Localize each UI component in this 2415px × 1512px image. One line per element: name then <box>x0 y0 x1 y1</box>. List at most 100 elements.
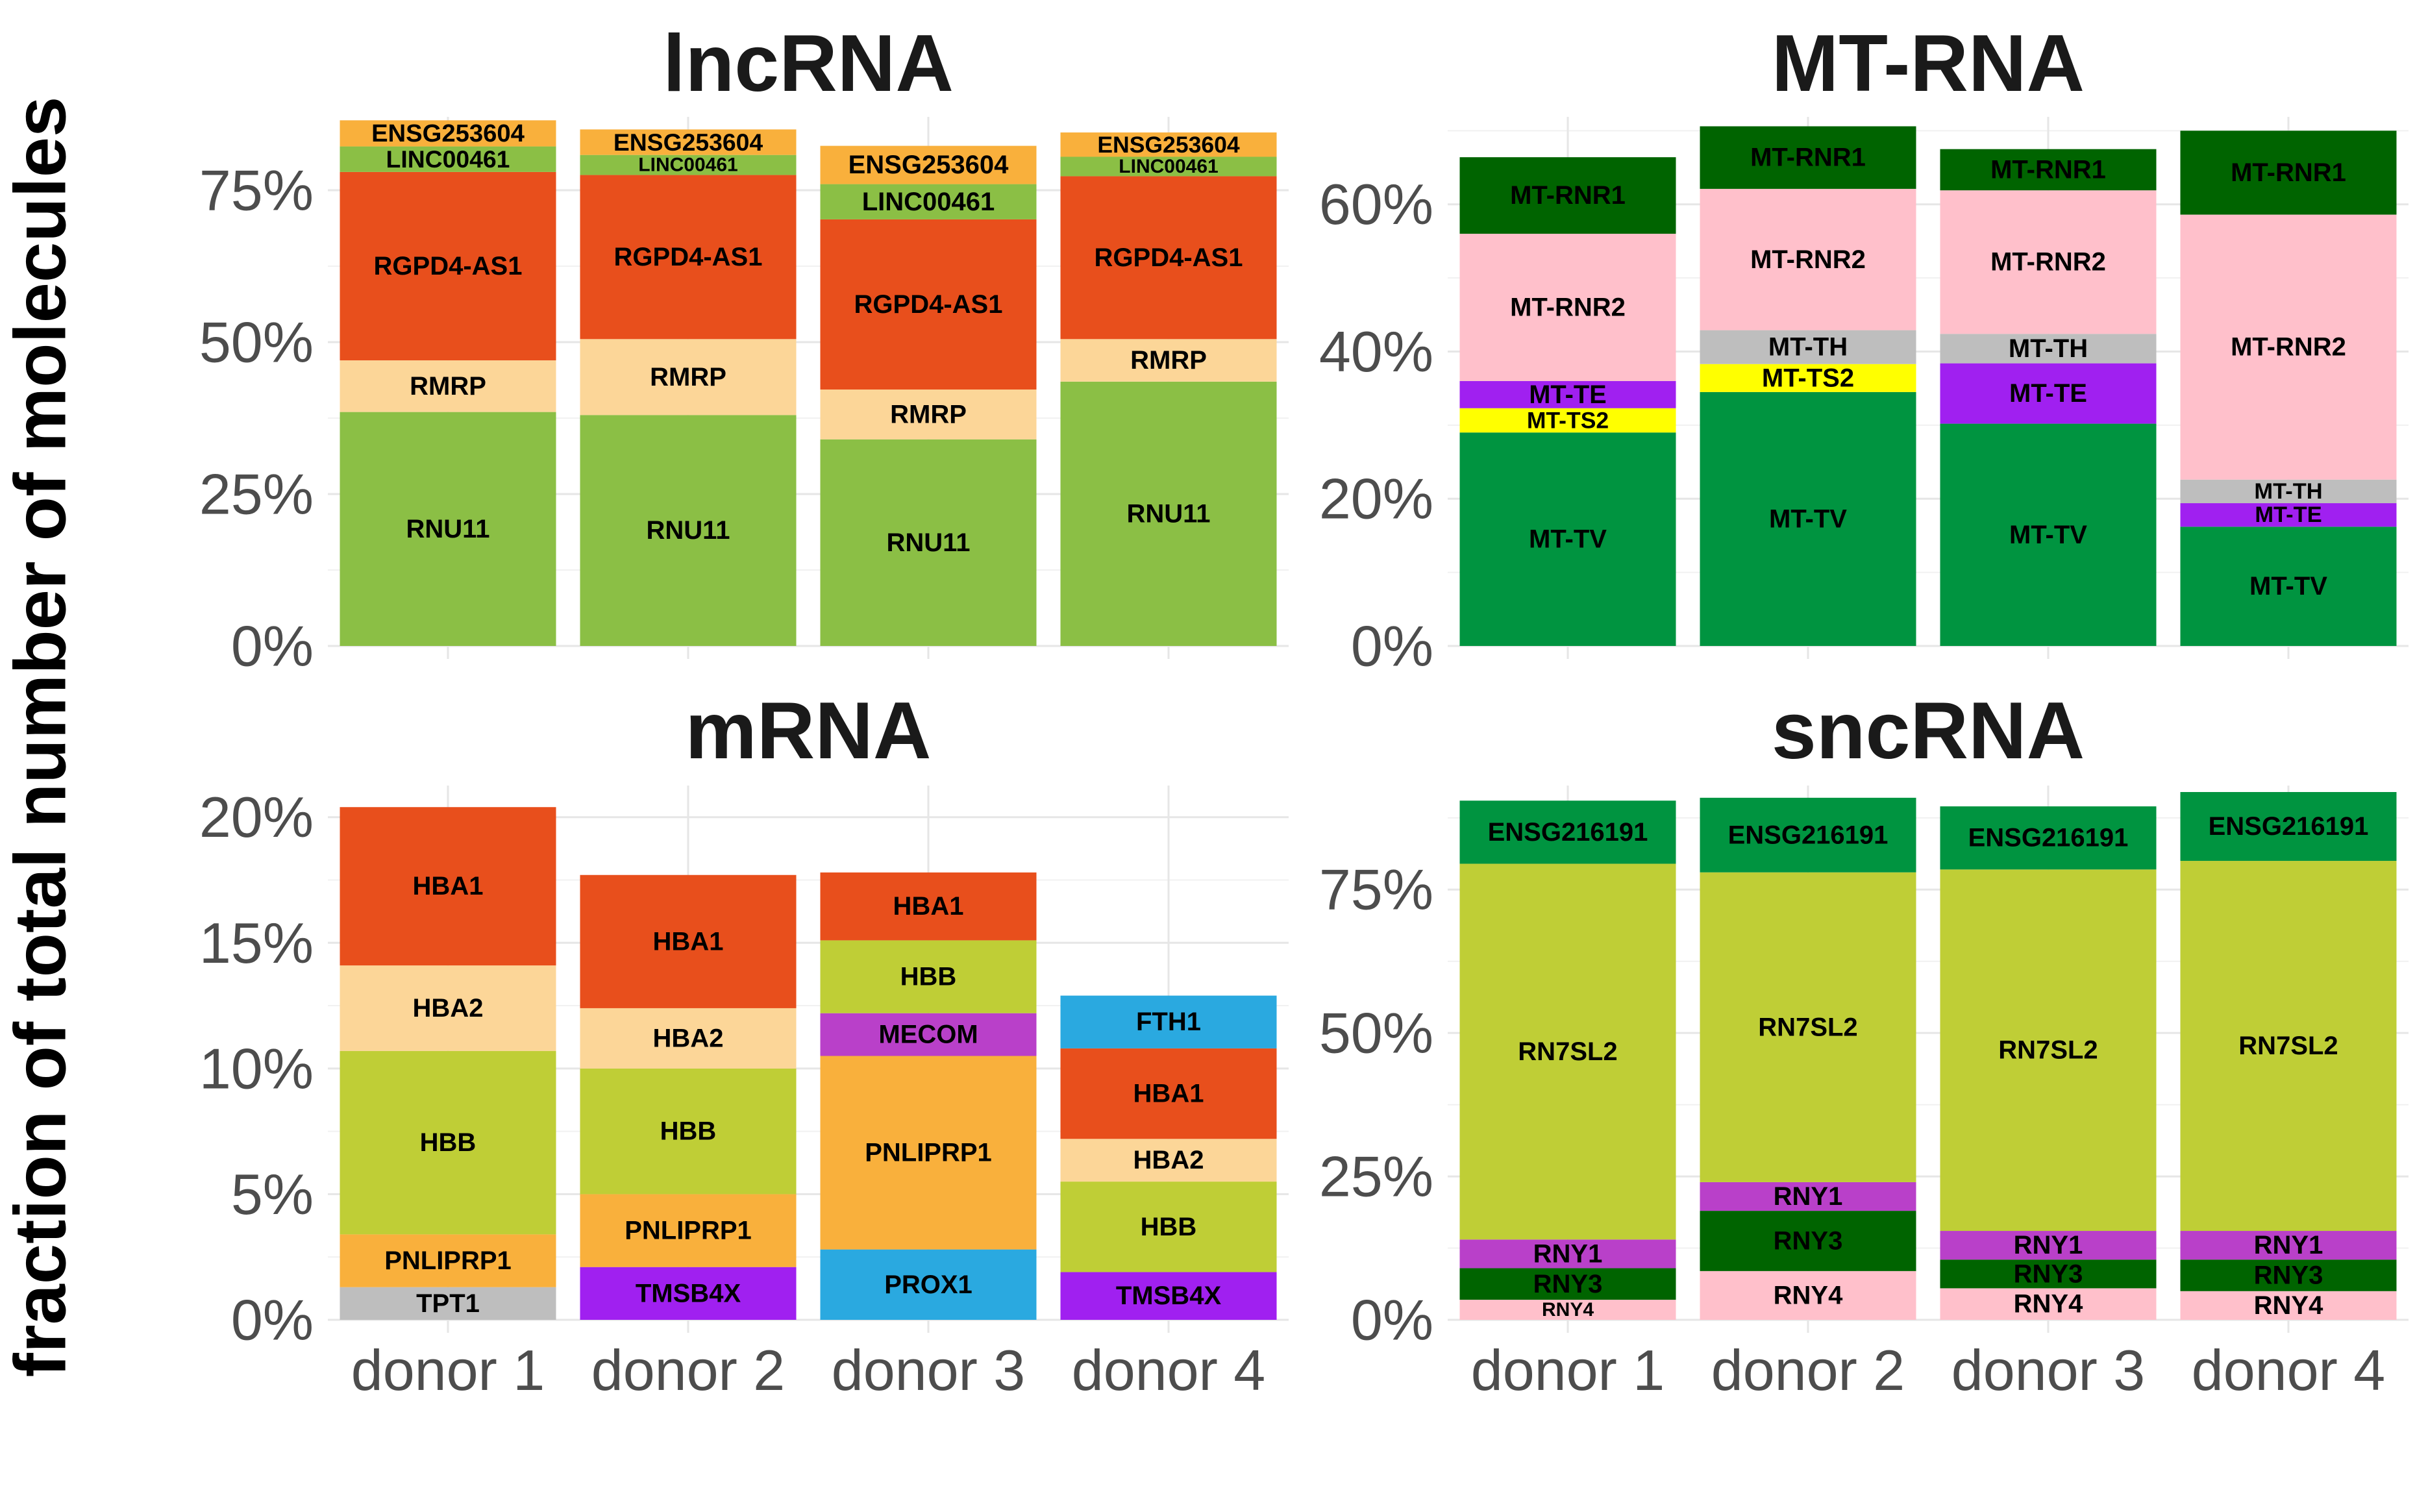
sncrna-segment-label-rny3: RNY3 <box>2254 1261 2323 1290</box>
mrna-segment-label-hba1: HBA1 <box>893 892 964 921</box>
sncrna-bar-segment-rn7sl2 <box>2180 861 2397 1232</box>
lncrna-bar-segment-linc00461 <box>820 184 1037 219</box>
mt-rna-panel-title: MT-RNA <box>1772 19 2085 108</box>
sncrna-y-tick-label: 75% <box>1319 858 1433 922</box>
lncrna-segment-label-rmrp: RMRP <box>890 400 967 428</box>
lncrna-segment-label-rmrp: RMRP <box>650 363 726 391</box>
mt-rna-y-tick-label: 0% <box>1351 614 1433 678</box>
mrna-x-tick-label: donor 2 <box>591 1338 785 1402</box>
mrna-bar-segment-hbb <box>1060 1182 1277 1272</box>
mt-rna-bar-segment-mt-ts2 <box>1700 364 1916 392</box>
mrna-bar-segment-tmsb4x <box>580 1267 797 1320</box>
mrna-x-tick-label: donor 3 <box>832 1338 1025 1402</box>
sncrna-segment-label-rny1: RNY1 <box>2254 1231 2323 1259</box>
sncrna-segment-label-rny1: RNY1 <box>2014 1231 2083 1259</box>
lncrna-bar-segment-linc00461 <box>340 146 556 172</box>
lncrna-y-tick-label: 75% <box>199 158 314 222</box>
lncrna-bar-segment-rnu11 <box>820 439 1037 646</box>
mrna-segment-label-hbb: HBB <box>900 963 957 991</box>
sncrna-segment-label-rny4: RNY4 <box>2014 1290 2083 1319</box>
lncrna-segment-label-rmrp: RMRP <box>410 372 486 401</box>
sncrna-bar-segment-ensg216191 <box>2180 792 2397 861</box>
mt-rna-segment-label-mt-th: MT-TH <box>1768 333 1848 362</box>
mrna-segment-label-hbb: HBB <box>420 1128 477 1157</box>
mrna-y-tick-label: 0% <box>231 1288 314 1352</box>
lncrna-segment-label-rmrp: RMRP <box>1130 346 1207 375</box>
mrna-bar-segment-hbb <box>580 1068 797 1195</box>
lncrna-bar-segment-rmrp <box>340 360 556 412</box>
lncrna-segment-label-linc00461: LINC00461 <box>638 155 737 176</box>
mt-rna-bar-segment-mt-tv <box>1459 432 1676 646</box>
mt-rna-segment-label-mt-te: MT-TE <box>1529 380 1607 409</box>
mt-rna-bar-segment-mt-ts2 <box>1459 408 1676 433</box>
mrna-bar-segment-hba1 <box>820 872 1037 941</box>
mt-rna-segment-label-mt-rnr1: MT-RNR1 <box>1990 155 2106 184</box>
lncrna-bar-segment-rgpd4-as1 <box>820 219 1037 390</box>
mt-rna-bar-segment-mt-tv <box>1940 423 2157 646</box>
mt-rna-segment-label-mt-rnr2: MT-RNR2 <box>1750 245 1866 274</box>
mt-rna-y-tick-label: 60% <box>1319 172 1433 236</box>
mrna-segment-label-mecom: MECOM <box>878 1021 978 1049</box>
sncrna-x-tick-label: donor 2 <box>1711 1338 1905 1402</box>
mrna-bar-segment-tmsb4x <box>1060 1272 1277 1320</box>
mrna-bar-segment-hba1 <box>340 807 556 966</box>
sncrna-segment-label-ensg216191: ENSG216191 <box>2209 812 2369 841</box>
sncrna-bar-segment-rn7sl2 <box>1700 872 1916 1182</box>
sncrna-segment-label-rny3: RNY3 <box>2014 1259 2083 1288</box>
lncrna-bar-segment-rgpd4-as1 <box>1060 176 1277 340</box>
mrna-bar-segment-prox1 <box>820 1249 1037 1320</box>
sncrna-bar-segment-rny1 <box>1940 1231 2157 1260</box>
lncrna-bar-segment-ensg253604 <box>340 120 556 147</box>
mrna-bar-segment-pnliprp1 <box>340 1234 556 1287</box>
sncrna-segment-label-rny1: RNY1 <box>1774 1182 1843 1211</box>
sncrna-bar-segment-rny3 <box>1459 1268 1676 1300</box>
mt-rna-bar-segment-mt-th <box>1700 330 1916 364</box>
mt-rna-bar-segment-mt-rnr1 <box>2180 130 2397 215</box>
lncrna-bar-segment-linc00461 <box>580 155 797 175</box>
mrna-x-tick-label: donor 4 <box>1072 1338 1265 1402</box>
sncrna-bar-segment-rny1 <box>1700 1182 1916 1211</box>
lncrna-bar-segment-rgpd4-as1 <box>580 175 797 340</box>
sncrna-segment-label-rny4: RNY4 <box>1542 1299 1594 1320</box>
mt-rna-segment-label-mt-rnr1: MT-RNR1 <box>2231 158 2346 187</box>
mt-rna-bar-segment-mt-rnr1 <box>1940 149 2157 191</box>
lncrna-segment-label-ensg253604: ENSG253604 <box>613 129 763 156</box>
mt-rna-segment-label-mt-th: MT-TH <box>2009 334 2088 363</box>
lncrna-segment-label-ensg253604: ENSG253604 <box>371 119 525 147</box>
sncrna-bar-segment-ensg216191 <box>1940 806 2157 870</box>
sncrna-bar-segment-rny1 <box>1459 1239 1676 1269</box>
lncrna-bar-segment-rgpd4-as1 <box>340 171 556 361</box>
lncrna-segment-label-rgpd4-as1: RGPD4-AS1 <box>614 243 763 271</box>
mrna-bar-segment-hbb <box>340 1050 556 1235</box>
mt-rna-segment-label-mt-rnr1: MT-RNR1 <box>1750 143 1866 172</box>
lncrna-bar-segment-linc00461 <box>1060 156 1277 177</box>
sncrna-bar-segment-rn7sl2 <box>1459 863 1676 1240</box>
mt-rna-y-tick-label: 40% <box>1319 319 1433 384</box>
lncrna-y-tick-label: 25% <box>199 462 314 526</box>
sncrna-segment-label-rny1: RNY1 <box>1533 1239 1603 1268</box>
mrna-bar-segment-hba2 <box>580 1008 797 1069</box>
lncrna-bar-segment-rmrp <box>1060 339 1277 382</box>
mt-rna-bar-segment-mt-tv <box>1700 391 1916 646</box>
sncrna-bar-segment-rny3 <box>2180 1259 2397 1291</box>
mt-rna-bar-segment-mt-te <box>1940 363 2157 424</box>
lncrna-segment-label-ensg253604: ENSG253604 <box>1097 132 1240 158</box>
lncrna-bar-segment-ensg253604 <box>820 145 1037 184</box>
mt-rna-segment-label-mt-tv: MT-TV <box>1529 525 1607 554</box>
mrna-segment-label-hba2: HBA2 <box>413 994 484 1022</box>
sncrna-bar-segment-ensg216191 <box>1459 800 1676 864</box>
sncrna-segment-label-ensg216191: ENSG216191 <box>1488 818 1648 847</box>
mt-rna-segment-label-mt-te: MT-TE <box>2255 502 2322 527</box>
mrna-segment-label-hba1: HBA1 <box>413 872 484 900</box>
mrna-bar-segment-fth1 <box>1060 995 1277 1048</box>
mrna-segment-label-pnliprp1: PNLIPRP1 <box>865 1139 992 1167</box>
mrna-bar-segment-hba1 <box>580 874 797 1008</box>
mt-rna-segment-label-mt-rnr2: MT-RNR2 <box>1990 248 2106 277</box>
mrna-segment-label-prox1: PROX1 <box>884 1270 972 1299</box>
mt-rna-segment-label-mt-th: MT-TH <box>2254 479 2322 504</box>
lncrna-y-tick-label: 50% <box>199 310 314 374</box>
mt-rna-bar-segment-mt-rnr2 <box>1940 190 2157 334</box>
lncrna-y-tick-label: 0% <box>231 614 314 678</box>
mt-rna-bar-segment-mt-te <box>1459 380 1676 408</box>
